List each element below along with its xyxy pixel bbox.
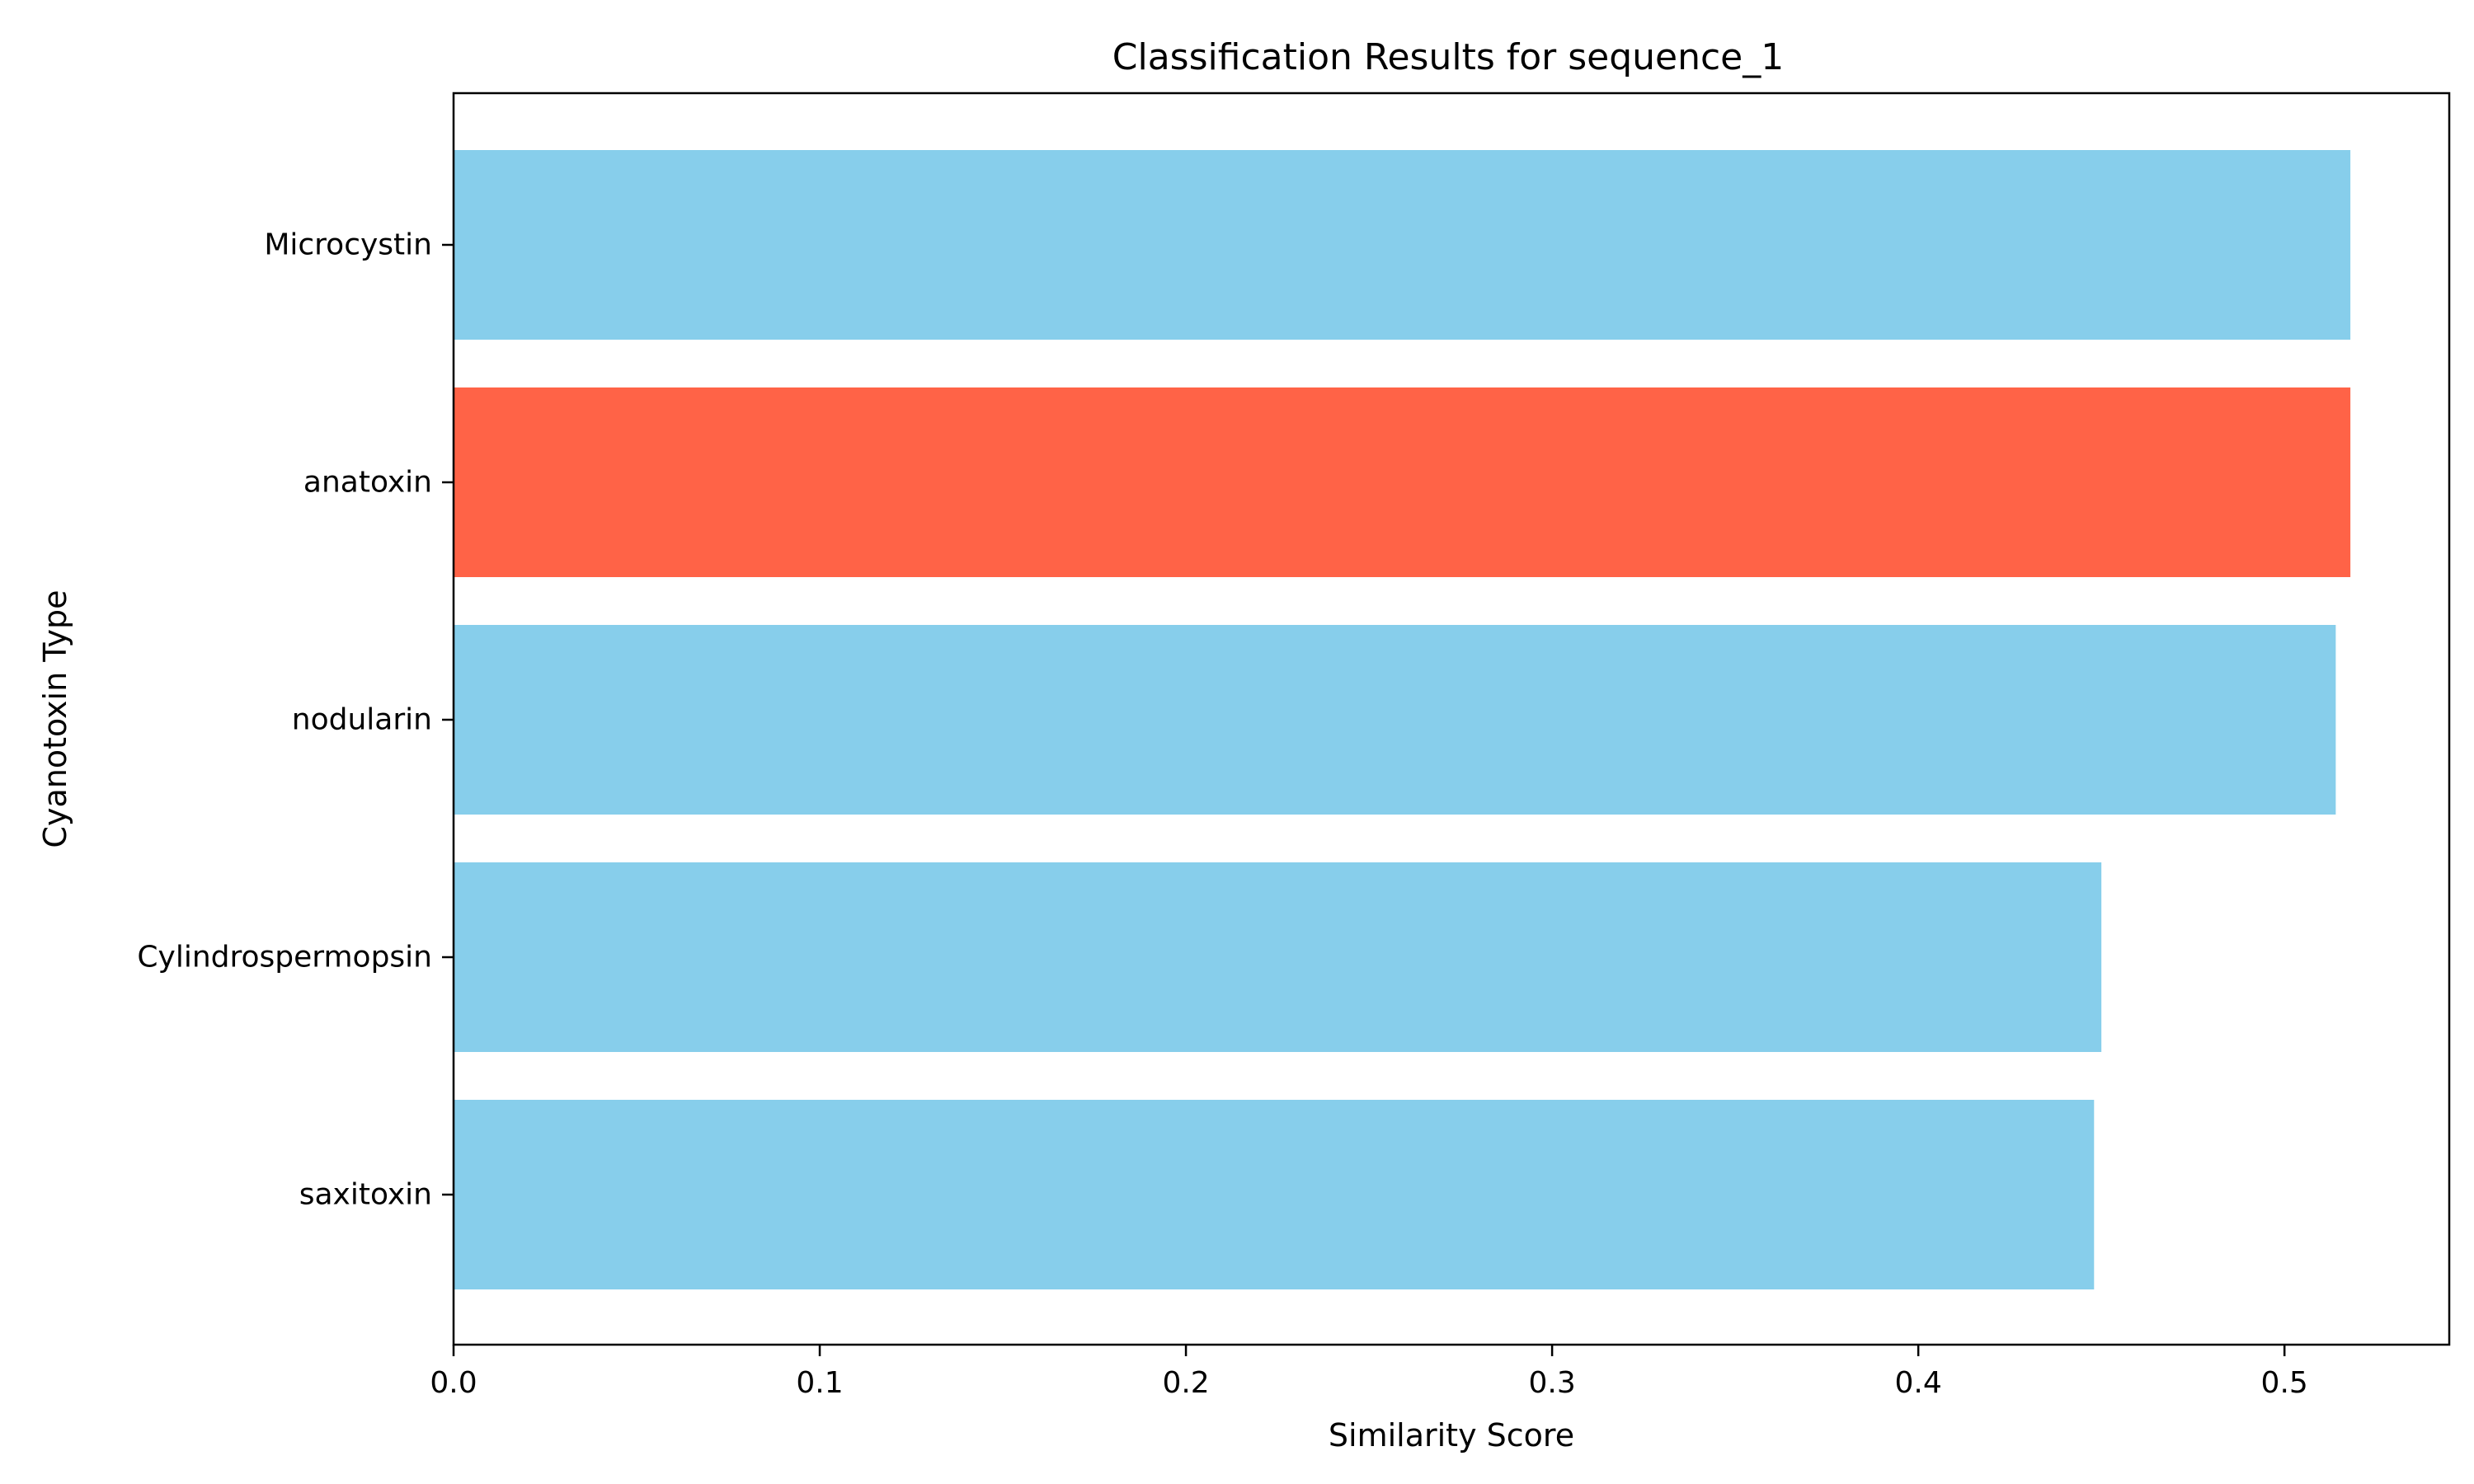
y-axis-label: Cyanotoxin Type bbox=[37, 589, 73, 848]
x-axis-label: Similarity Score bbox=[1329, 1417, 1574, 1453]
x-tick-label: 0.5 bbox=[2261, 1366, 2308, 1400]
y-tick-label: nodularin bbox=[292, 703, 432, 737]
y-tick-label: Microcystin bbox=[264, 228, 432, 262]
x-tick-label: 0.2 bbox=[1162, 1366, 1209, 1400]
x-tick-label: 0.4 bbox=[1895, 1366, 1942, 1400]
y-tick-label: Cylindrospermopsin bbox=[137, 941, 432, 974]
x-tick-label: 0.3 bbox=[1528, 1366, 1575, 1400]
x-tick-label: 0.1 bbox=[796, 1366, 843, 1400]
bar-anatoxin bbox=[454, 387, 2351, 577]
x-tick-label: 0.0 bbox=[430, 1366, 477, 1400]
plot-frame bbox=[452, 92, 2451, 1346]
y-axis-ticks: Microcystin anatoxin nodularin Cylindrosper… bbox=[137, 228, 454, 1212]
x-axis-ticks: 0.0 0.1 0.2 0.3 0.4 0.5 bbox=[430, 1345, 2308, 1400]
bar-saxitoxin bbox=[454, 1100, 2095, 1289]
bars-group bbox=[454, 150, 2351, 1289]
bar-cylindrospermopsin bbox=[454, 862, 2102, 1052]
bar-microcystin bbox=[454, 150, 2351, 340]
y-tick-label: anatoxin bbox=[303, 466, 432, 500]
bar-nodularin bbox=[454, 625, 2336, 815]
chart-title: Classification Results for sequence_1 bbox=[1112, 36, 1785, 78]
y-tick-label: saxitoxin bbox=[299, 1178, 432, 1212]
